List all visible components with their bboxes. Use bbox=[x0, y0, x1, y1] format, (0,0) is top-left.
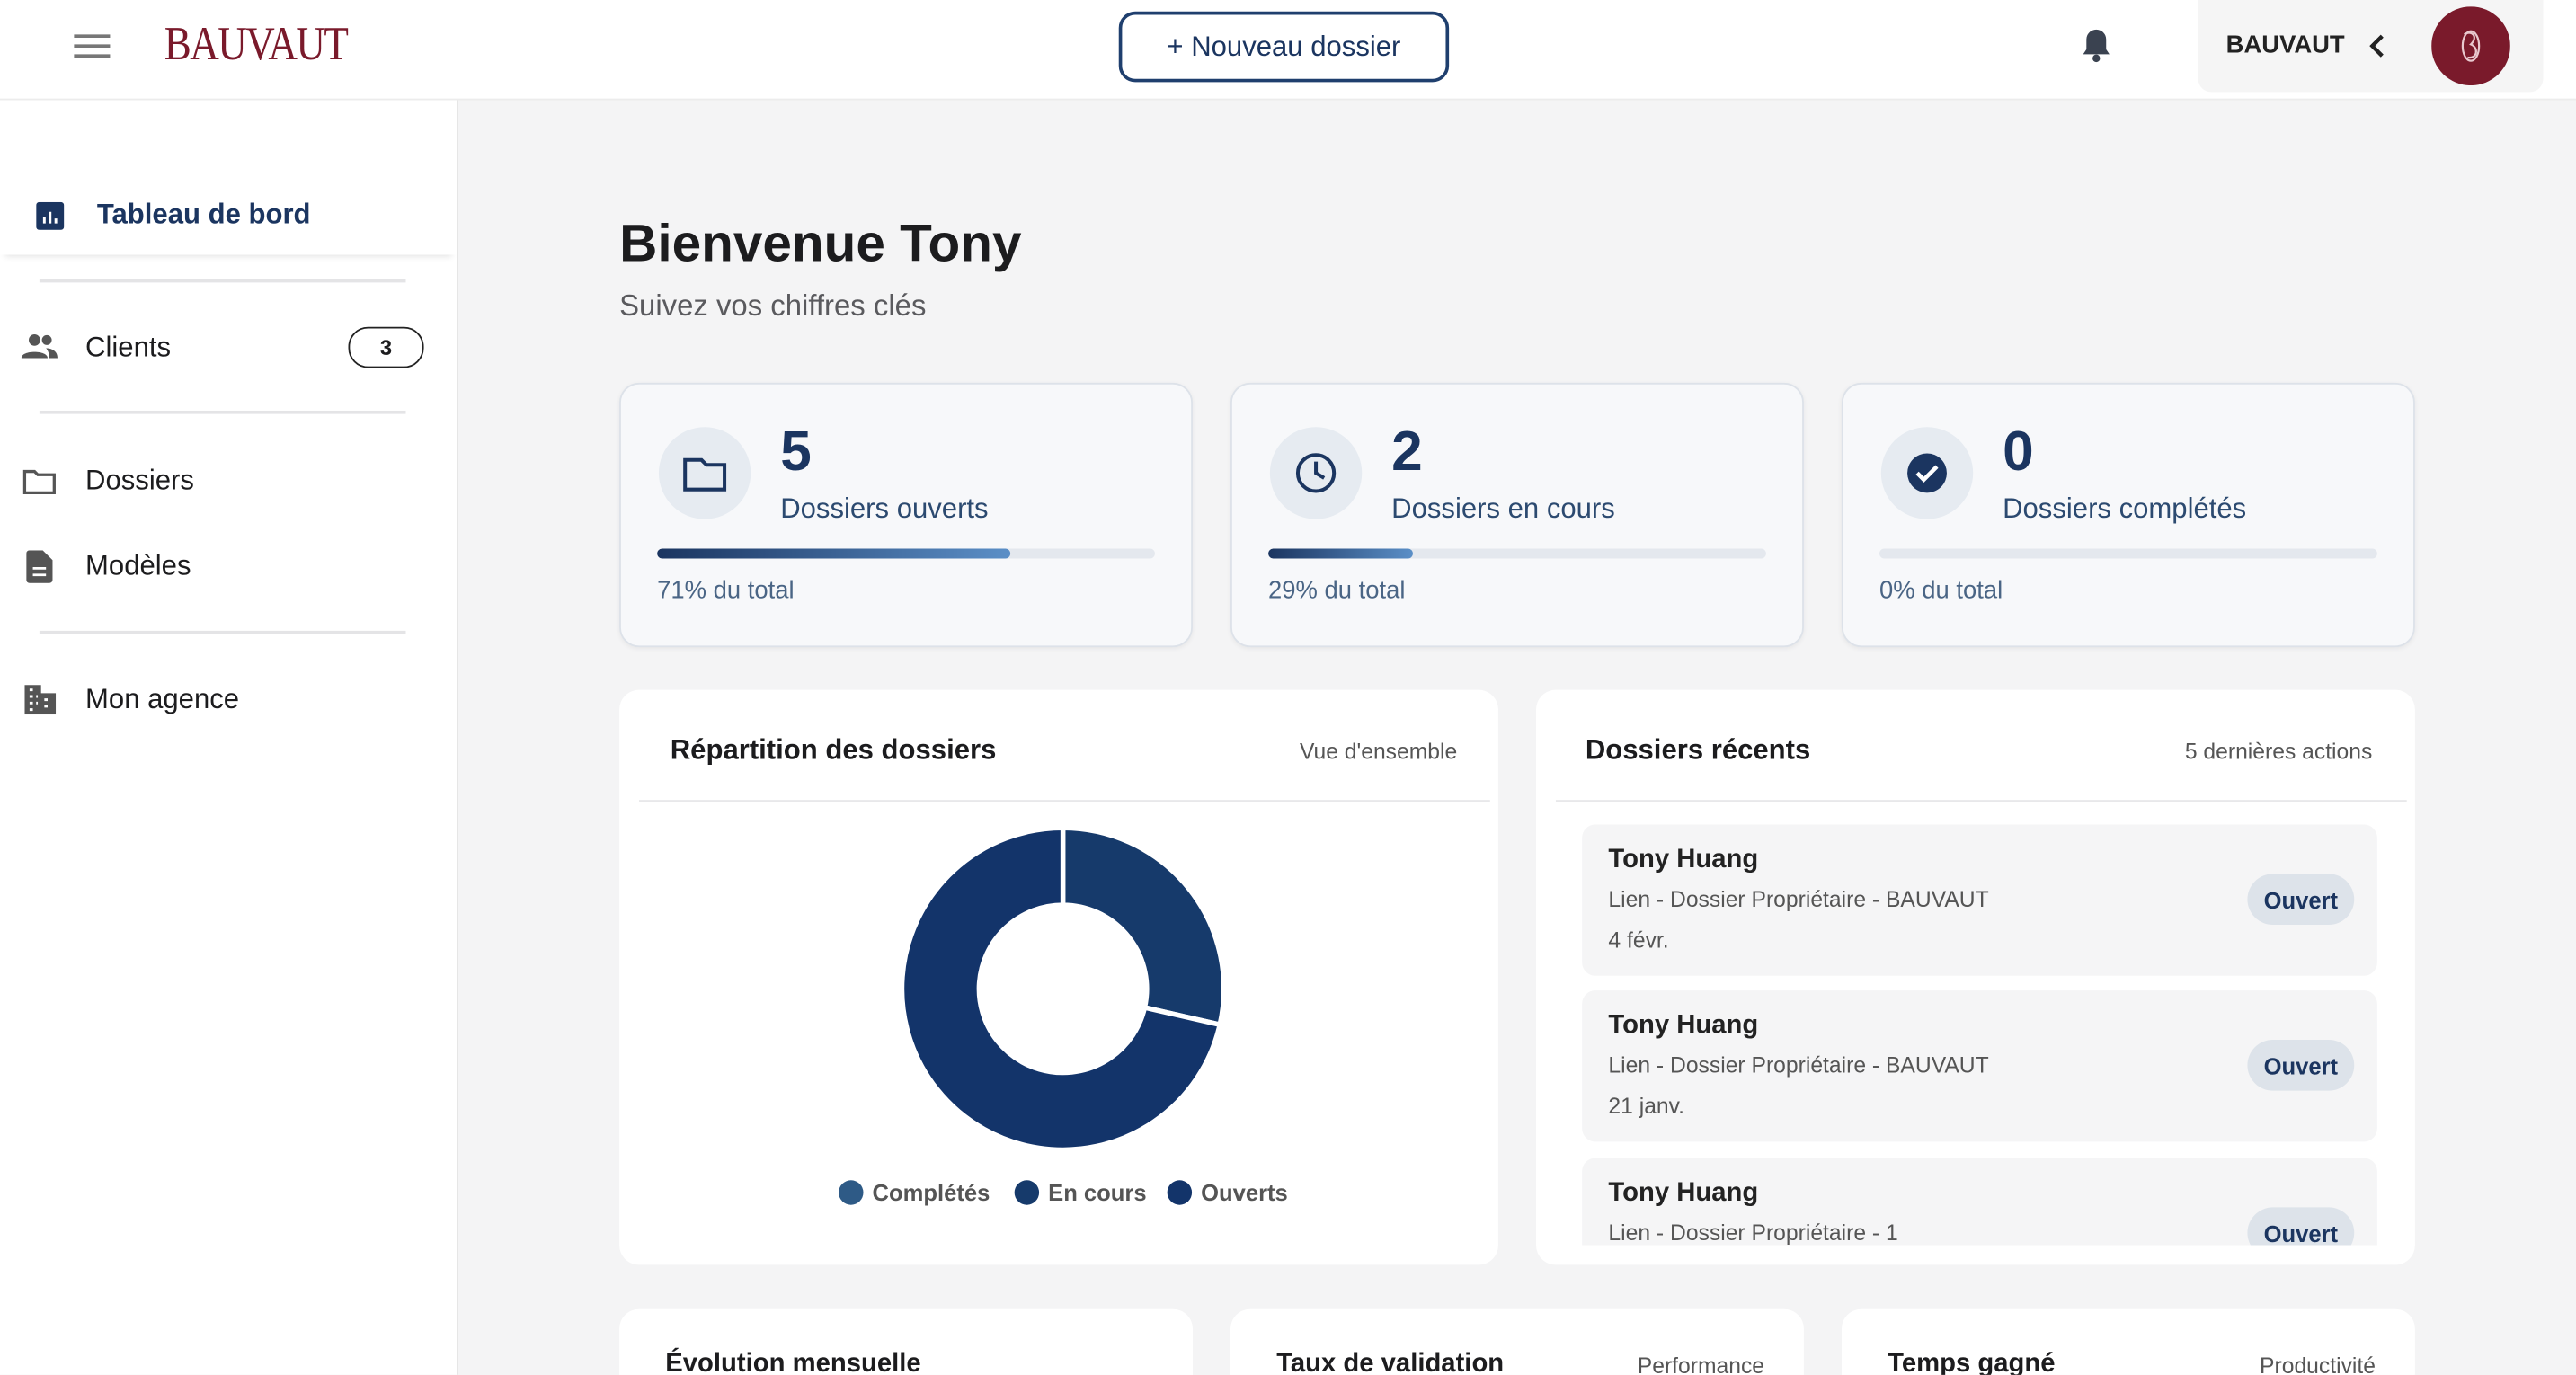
divider bbox=[39, 630, 406, 634]
nav-item[interactable]: Dossiers bbox=[0, 447, 457, 512]
legend-dot bbox=[1014, 1180, 1040, 1205]
nav-label: Clients bbox=[85, 332, 172, 363]
divider bbox=[39, 279, 406, 283]
nav-label: Modèles bbox=[85, 550, 191, 582]
new-folder-button[interactable]: + Nouveau dossier bbox=[1118, 11, 1450, 83]
nav-label: Dossiers bbox=[85, 465, 194, 496]
menu-icon[interactable] bbox=[74, 31, 111, 61]
card-title: Évolution mensuelle bbox=[665, 1350, 921, 1375]
stat-card: 5 Dossiers ouverts 71% du total bbox=[619, 382, 1193, 648]
stat-icon bbox=[658, 427, 751, 519]
stat-label: Dossiers ouverts bbox=[780, 492, 989, 525]
progress-track bbox=[1268, 548, 1766, 559]
stat-percent: 71% du total bbox=[657, 576, 795, 605]
stat-value: 0 bbox=[2003, 420, 2034, 483]
card-title: Répartition des dossiers bbox=[670, 734, 997, 766]
bottom-card: Temps gagné Productivité bbox=[1841, 1308, 2415, 1375]
nav-label: Mon agence bbox=[85, 683, 240, 715]
chevron-icon[interactable] bbox=[2367, 33, 2387, 59]
stat-value: 5 bbox=[780, 420, 812, 483]
distribution-card: Répartition des dossiers Vue d'ensemble … bbox=[619, 689, 1498, 1265]
card-caption: Vue d'ensemble bbox=[1299, 739, 1458, 764]
recent-card: Dossiers récents 5 dernières actions bbox=[1535, 689, 2415, 1265]
card-title: Dossiers récents bbox=[1585, 734, 1811, 766]
nav-item[interactable]: Clients 3 bbox=[0, 314, 457, 379]
stat-label: Dossiers complétés bbox=[2003, 492, 2247, 525]
donut-slice bbox=[1060, 825, 1227, 1028]
divider bbox=[639, 800, 1490, 802]
stat-percent: 0% du total bbox=[1879, 576, 2003, 605]
sidebar: Tableau de bord Clients 3 Dossiers Modèl… bbox=[0, 100, 458, 1375]
legend-dot bbox=[1167, 1180, 1193, 1205]
stat-card: 2 Dossiers en cours 29% du total bbox=[1230, 382, 1804, 648]
legend-label: Ouverts bbox=[1201, 1181, 1288, 1206]
welcome-title: Bienvenue Tony bbox=[619, 213, 1022, 273]
card-caption: Performance bbox=[1637, 1353, 1765, 1375]
progress-fill bbox=[1268, 548, 1413, 559]
donut-slice bbox=[899, 825, 1223, 1153]
stat-icon bbox=[1880, 427, 1974, 519]
bottom-card: Évolution mensuelle bbox=[619, 1308, 1193, 1375]
nav-item[interactable]: Mon agence bbox=[0, 665, 457, 731]
donut-chart: Complétés En cours Ouverts bbox=[839, 825, 1288, 1206]
bottom-card: Taux de validation Performance bbox=[1230, 1308, 1804, 1375]
legend-label: En cours bbox=[1048, 1181, 1146, 1206]
divider bbox=[1555, 800, 2407, 802]
legend-label: Complétés bbox=[873, 1181, 990, 1206]
active-item[interactable]: Tableau de bord bbox=[0, 182, 457, 254]
avatar[interactable] bbox=[2431, 6, 2510, 86]
building-icon bbox=[24, 685, 57, 715]
bell-icon[interactable] bbox=[2080, 26, 2113, 63]
stat-value: 2 bbox=[1391, 420, 1423, 483]
card-title: Temps gagné bbox=[1888, 1350, 2056, 1375]
dashboard-icon bbox=[36, 201, 65, 230]
divider bbox=[39, 410, 406, 414]
progress-fill bbox=[657, 548, 1011, 559]
document-icon bbox=[26, 550, 53, 583]
card-caption: Productivité bbox=[2260, 1353, 2376, 1375]
card-caption: 5 dernières actions bbox=[2184, 739, 2373, 764]
stat-card: 0 Dossiers complétés 0% du total bbox=[1841, 382, 2415, 648]
nav-label: Tableau de bord bbox=[96, 199, 311, 230]
count-badge: 3 bbox=[348, 326, 424, 368]
nav-item[interactable]: Modèles bbox=[0, 532, 457, 598]
stat-label: Dossiers en cours bbox=[1391, 492, 1615, 525]
logo[interactable]: BAUVAUT bbox=[164, 18, 349, 71]
account-name: BAUVAUT bbox=[2225, 31, 2345, 59]
top-bar: BAUVAUT + Nouveau dossier BAUVAUT bbox=[0, 0, 2576, 101]
folder-icon bbox=[22, 469, 56, 494]
stat-percent: 29% du total bbox=[1268, 576, 1406, 605]
progress-track bbox=[1879, 548, 2377, 559]
stat-icon bbox=[1269, 427, 1363, 519]
welcome-subtitle: Suivez vos chiffres clés bbox=[619, 288, 927, 323]
card-title: Taux de validation bbox=[1276, 1350, 1505, 1375]
clients-icon bbox=[21, 333, 58, 359]
legend-dot bbox=[839, 1180, 864, 1205]
progress-track bbox=[657, 548, 1155, 559]
account-box[interactable]: BAUVAUT bbox=[2198, 0, 2544, 93]
